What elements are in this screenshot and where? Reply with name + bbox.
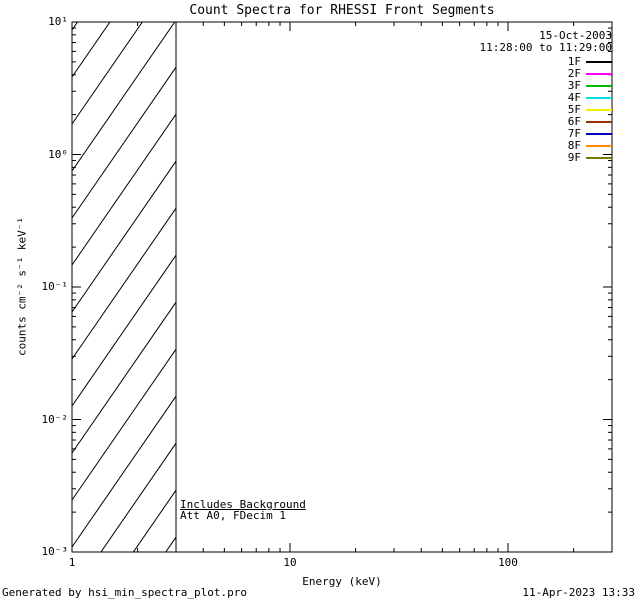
legend-color-line [586,133,612,135]
footer-timestamp: 11-Apr-2023 13:33 [522,586,635,599]
y-tick-label: 10⁻¹ [41,280,69,293]
legend-color-line [586,145,612,147]
legend-entry-label: 1F [567,55,581,68]
legend-entries: 1F 2F 3F 4F 5F 6F 7F 8F 9F [480,56,612,164]
legend-color-line [586,97,612,99]
x-tick-label: 1 [68,556,76,569]
legend-entry-label: 2F [567,67,581,80]
legend-entry-label: 5F [567,103,581,116]
legend: 15-Oct-2003 11:28:00 to 11:29:00 1F 2F 3F 4… [480,30,612,164]
x-axis-label: Energy (keV) [302,575,382,588]
legend-entry: 2F [480,68,612,80]
legend-entry: 4F [480,92,612,104]
x-tick-label: 10 [283,556,297,569]
legend-color-line [586,109,612,111]
legend-entry-label: 7F [567,127,581,140]
y-axis-label: counts cm⁻² s⁻¹ keV⁻¹ [15,216,29,357]
legend-time-range: 11:28:00 to 11:29:00 [479,41,612,54]
legend-entry-label: 9F [567,151,581,164]
legend-entry-label: 6F [567,115,581,128]
legend-entry-label: 4F [567,91,581,104]
legend-color-line [586,121,612,123]
legend-entry: 7F [480,128,612,140]
y-tick-label: 10¹ [48,15,68,28]
legend-entry: 3F [480,80,612,92]
footer-generated-by: Generated by hsi_min_spectra_plot.pro [2,586,248,599]
legend-entry: 8F [480,140,612,152]
legend-color-line [586,85,612,87]
annotation-attenuator-decim: Att A0, FDecim 1 [180,509,286,522]
legend-color-line [586,157,612,159]
x-tick-label: 100 [498,556,518,569]
y-tick-label: 10⁻³ [41,545,69,558]
legend-entry: 6F [480,116,612,128]
legend-color-line [586,73,612,75]
legend-entry: 9F [480,152,612,164]
legend-entry: 5F [480,104,612,116]
plot-annotations: Includes Background Att A0, FDecim 1 [180,499,306,521]
legend-color-line [586,61,612,63]
legend-date: 15-Oct-2003 [539,29,612,42]
y-tick-label: 10⁻² [41,413,69,426]
y-tick-label: 10⁰ [48,148,68,161]
legend-entry-label: 8F [567,139,581,152]
annotation-includes-background: Includes Background [180,498,306,511]
chart-title: Count Spectra for RHESSI Front Segments [189,3,495,18]
legend-entry-label: 3F [567,79,581,92]
legend-entry: 1F [480,56,612,68]
